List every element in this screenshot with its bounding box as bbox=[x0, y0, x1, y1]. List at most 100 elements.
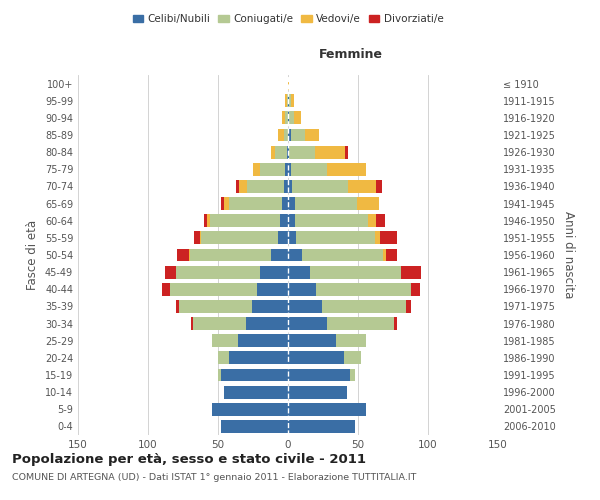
Bar bbox=[394, 317, 397, 330]
Bar bbox=[285, 163, 288, 175]
Legend: Celibi/Nubili, Coniugati/e, Vedovi/e, Divorziati/e: Celibi/Nubili, Coniugati/e, Vedovi/e, Di… bbox=[128, 10, 448, 29]
Bar bbox=[239, 180, 247, 193]
Bar bbox=[201, 232, 278, 244]
Bar bbox=[295, 197, 356, 210]
Bar bbox=[236, 180, 239, 193]
Bar bbox=[176, 300, 179, 313]
Bar bbox=[310, 266, 401, 278]
Bar bbox=[322, 300, 406, 313]
Bar bbox=[283, 112, 285, 124]
Bar bbox=[302, 248, 383, 262]
Bar bbox=[293, 112, 301, 124]
Bar bbox=[284, 128, 288, 141]
Bar bbox=[278, 232, 288, 244]
Bar bbox=[260, 266, 288, 278]
Bar bbox=[271, 146, 275, 158]
Bar bbox=[283, 197, 288, 210]
Bar bbox=[288, 94, 289, 107]
Bar bbox=[383, 248, 386, 262]
Bar bbox=[289, 146, 314, 158]
Bar bbox=[375, 232, 380, 244]
Bar bbox=[212, 334, 238, 347]
Bar bbox=[221, 368, 288, 382]
Y-axis label: Anni di nascita: Anni di nascita bbox=[562, 212, 575, 298]
Bar bbox=[221, 420, 288, 433]
Bar bbox=[288, 334, 335, 347]
Bar bbox=[287, 146, 288, 158]
Bar bbox=[288, 420, 355, 433]
Bar bbox=[335, 334, 367, 347]
Y-axis label: Fasce di età: Fasce di età bbox=[26, 220, 39, 290]
Text: COMUNE DI ARTEGNA (UD) - Dati ISTAT 1° gennaio 2011 - Elaborazione TUTTITALIA.IT: COMUNE DI ARTEGNA (UD) - Dati ISTAT 1° g… bbox=[12, 472, 416, 482]
Bar bbox=[207, 214, 209, 227]
Bar bbox=[190, 248, 271, 262]
Bar bbox=[327, 163, 367, 175]
Bar bbox=[288, 163, 291, 175]
Bar bbox=[200, 232, 201, 244]
Bar bbox=[288, 352, 344, 364]
Bar bbox=[260, 163, 285, 175]
Bar bbox=[170, 283, 257, 296]
Bar bbox=[257, 283, 288, 296]
Bar bbox=[209, 214, 280, 227]
Bar bbox=[280, 214, 288, 227]
Bar bbox=[401, 266, 421, 278]
Bar bbox=[288, 232, 296, 244]
Bar bbox=[289, 112, 293, 124]
Bar bbox=[288, 77, 289, 90]
Bar bbox=[238, 334, 288, 347]
Bar bbox=[224, 386, 288, 398]
Bar bbox=[246, 317, 288, 330]
Bar bbox=[386, 248, 397, 262]
Bar bbox=[376, 214, 385, 227]
Bar bbox=[162, 283, 170, 296]
Text: Popolazione per età, sesso e stato civile - 2011: Popolazione per età, sesso e stato civil… bbox=[12, 452, 366, 466]
Text: Femmine: Femmine bbox=[319, 48, 383, 60]
Bar bbox=[285, 94, 287, 107]
Bar bbox=[204, 214, 207, 227]
Bar bbox=[288, 300, 322, 313]
Bar bbox=[212, 403, 288, 415]
Bar bbox=[291, 94, 293, 107]
Bar bbox=[288, 180, 292, 193]
Bar bbox=[218, 368, 221, 382]
Bar bbox=[247, 180, 284, 193]
Bar bbox=[305, 128, 319, 141]
Bar bbox=[288, 128, 291, 141]
Bar bbox=[253, 163, 260, 175]
Bar bbox=[346, 146, 348, 158]
Bar bbox=[288, 214, 295, 227]
Bar bbox=[291, 128, 305, 141]
Bar bbox=[218, 352, 229, 364]
Bar bbox=[179, 300, 251, 313]
Bar bbox=[288, 386, 347, 398]
Bar bbox=[165, 266, 176, 278]
Bar bbox=[188, 248, 190, 262]
Bar bbox=[288, 317, 327, 330]
Bar bbox=[288, 368, 350, 382]
Bar bbox=[275, 146, 287, 158]
Bar bbox=[292, 180, 348, 193]
Bar bbox=[288, 146, 289, 158]
Bar bbox=[224, 197, 229, 210]
Bar bbox=[251, 300, 288, 313]
Bar bbox=[229, 197, 283, 210]
Bar bbox=[411, 283, 419, 296]
Bar bbox=[350, 368, 355, 382]
Bar bbox=[344, 352, 361, 364]
Bar bbox=[288, 197, 295, 210]
Bar bbox=[356, 197, 379, 210]
Bar bbox=[316, 283, 411, 296]
Bar bbox=[348, 180, 376, 193]
Bar bbox=[376, 180, 382, 193]
Bar bbox=[221, 197, 224, 210]
Bar bbox=[291, 163, 327, 175]
Bar bbox=[229, 352, 288, 364]
Bar bbox=[327, 317, 394, 330]
Bar bbox=[314, 146, 346, 158]
Bar bbox=[176, 266, 260, 278]
Bar bbox=[193, 317, 246, 330]
Bar bbox=[288, 248, 302, 262]
Bar bbox=[296, 232, 375, 244]
Bar bbox=[295, 214, 368, 227]
